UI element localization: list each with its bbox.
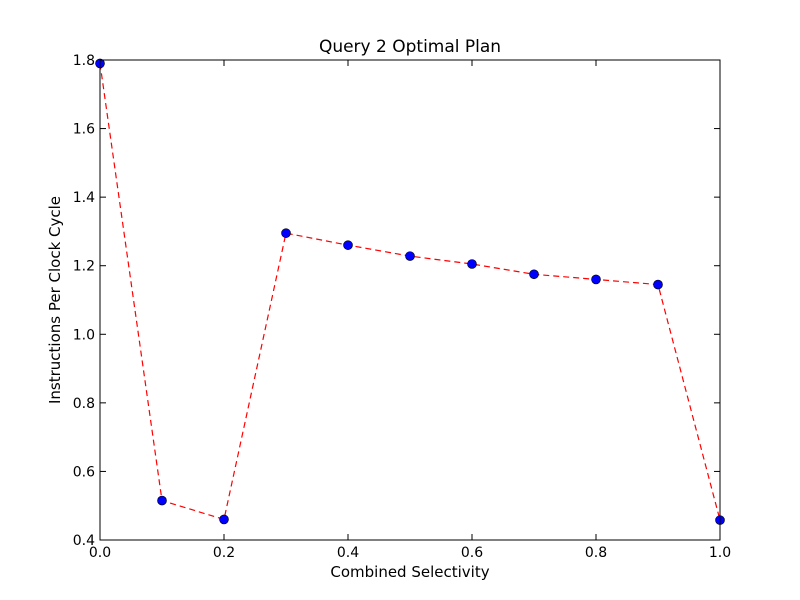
y-tick-label: 1.0 xyxy=(73,327,95,343)
data-point xyxy=(529,269,539,280)
y-tick-label: 0.4 xyxy=(73,533,95,549)
x-tick-label: 0.6 xyxy=(461,545,483,561)
data-point xyxy=(467,259,477,269)
data-point xyxy=(653,279,663,290)
x-axis-label: Combined Selectivity xyxy=(330,563,489,581)
plot-area xyxy=(100,60,720,540)
x-tick-label: 1.0 xyxy=(709,545,731,561)
y-tick-label: 1.2 xyxy=(73,259,95,275)
x-tick-label: 0.0 xyxy=(89,545,111,561)
data-point xyxy=(157,495,167,506)
tick-labels: 0.0 0.2 0.4 0.6 0.8 1.0 0.4 0.6 0.8 1.0 1.2 1.4 1.6 1… xyxy=(73,53,731,561)
y-tick-label: 0.6 xyxy=(73,464,95,480)
y-tick-label: 1.8 xyxy=(73,53,95,69)
y-tick-label: 0.8 xyxy=(73,396,95,412)
x-tick-label: 0.8 xyxy=(585,545,607,561)
y-axis-label: Instructions Per Clock Cycle xyxy=(46,196,64,404)
chart-title: Query 2 Optimal Plan xyxy=(319,37,501,57)
data-point xyxy=(591,274,601,285)
data-point xyxy=(405,251,415,261)
y-tick-label: 1.4 xyxy=(73,190,95,206)
y-tick-label: 1.6 xyxy=(73,122,95,138)
plot-frame xyxy=(99,59,721,541)
data-point xyxy=(219,514,229,525)
data-point xyxy=(281,228,291,238)
x-tick-label: 0.2 xyxy=(213,545,235,561)
x-tick-label: 0.4 xyxy=(337,545,359,561)
data-point xyxy=(343,240,353,250)
series-group xyxy=(95,58,725,525)
